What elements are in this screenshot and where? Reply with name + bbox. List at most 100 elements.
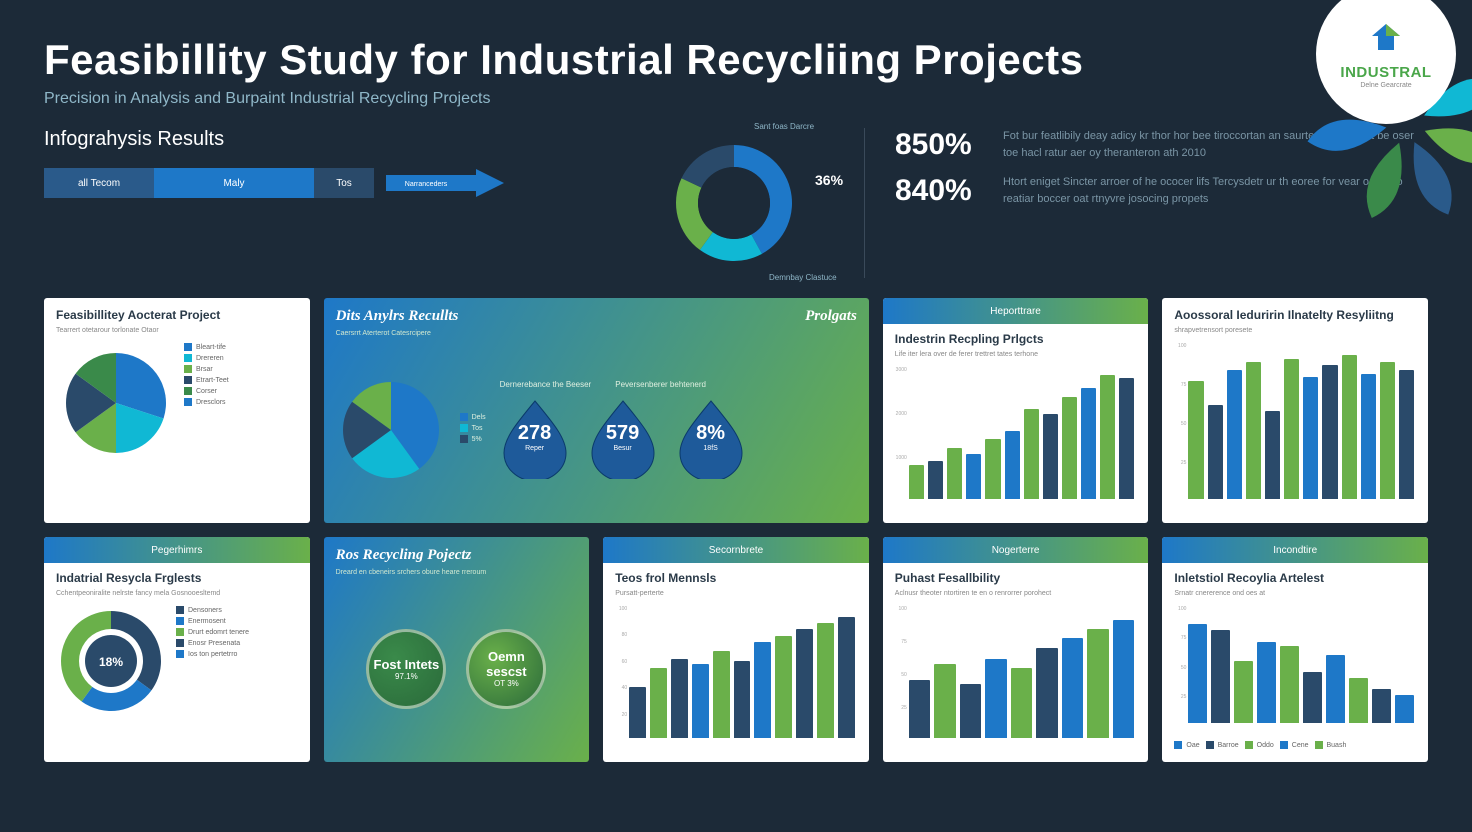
arrow-right-icon: Narranceders bbox=[386, 165, 506, 201]
bar bbox=[1036, 648, 1058, 738]
bar bbox=[1372, 689, 1391, 723]
bar bbox=[1208, 405, 1223, 499]
bar bbox=[1395, 695, 1414, 723]
bar bbox=[692, 664, 709, 738]
pie-chart bbox=[56, 343, 176, 463]
page-subtitle: Precision in Analysis and Burpaint Indus… bbox=[44, 90, 1428, 108]
bar bbox=[1349, 678, 1368, 723]
bar-chart: 300020001000 bbox=[895, 367, 1137, 513]
donut-top-label: Sant foas Darcre bbox=[754, 122, 824, 131]
bar bbox=[629, 687, 646, 738]
legend-segment: Tos bbox=[314, 168, 374, 198]
bar-chart: 100755025 bbox=[895, 606, 1137, 752]
card-subtitle: Aclnusr theoter ntortiren te en o renror… bbox=[895, 589, 1137, 598]
bar bbox=[928, 461, 943, 499]
bar bbox=[966, 454, 981, 499]
bar bbox=[1303, 672, 1322, 723]
y-axis: 100755025 bbox=[1174, 343, 1186, 499]
card-header-bar: Pegerhimrs bbox=[44, 537, 310, 563]
card-header-bar: Incondtire bbox=[1162, 537, 1428, 563]
card-right-title: Prolgats bbox=[805, 308, 857, 325]
card-title: Dits Anylrs Recullts bbox=[336, 308, 459, 325]
bar bbox=[1284, 359, 1299, 499]
bar bbox=[713, 651, 730, 738]
card-title: Inletstiol Recoylia Artelest bbox=[1174, 571, 1416, 585]
stat-row: 840% Htort eniget Sincter arroer of he oc… bbox=[895, 174, 1428, 208]
bar bbox=[985, 439, 1000, 499]
stat-value: 840% bbox=[895, 174, 985, 208]
legend-segment: Maly bbox=[154, 168, 314, 198]
donut-chart: 18% bbox=[56, 606, 166, 716]
bar bbox=[838, 617, 855, 739]
bar bbox=[1113, 620, 1135, 738]
bar bbox=[1265, 411, 1280, 499]
mini-legend: Bleart-tifeDrererenBrsarEtrart-TeetCorse… bbox=[184, 343, 229, 513]
bar bbox=[934, 664, 956, 738]
bar bbox=[734, 661, 751, 738]
card-subtitle: Dreard en cbeneirs srchers obure heare r… bbox=[336, 568, 578, 577]
card-title: Puhast Fesallbility bbox=[895, 571, 1137, 585]
bar bbox=[817, 623, 834, 738]
mini-legend: OaeBarroeOddoCeneBuash bbox=[1174, 741, 1416, 752]
card-c1: Feasibillitey Aocterat ProjectTearrert o… bbox=[44, 298, 310, 523]
card-header-bar: Secornbrete bbox=[603, 537, 869, 563]
card-subtitle: Cchentpeoniralite nelrste fancy mela Gos… bbox=[56, 589, 298, 598]
y-axis: 100755025 bbox=[895, 606, 907, 738]
donut-bottom-label: Demnbay Clastuce bbox=[769, 273, 839, 282]
bar bbox=[1062, 397, 1077, 499]
circle-stat: Fost Intets97.1% bbox=[366, 629, 446, 709]
bar bbox=[1119, 378, 1134, 500]
y-axis: 10080604020 bbox=[615, 606, 627, 738]
svg-text:Narranceders: Narranceders bbox=[405, 181, 448, 188]
card-header-bar: Heporttrare bbox=[883, 298, 1149, 324]
bar bbox=[960, 684, 982, 738]
bar bbox=[1399, 370, 1414, 499]
card-subtitle: shrapvetrensort poresete bbox=[1174, 326, 1416, 335]
card-header-bar: Nogerterre bbox=[883, 537, 1149, 563]
card-subtitle: Caersrrt Aterterot Catesrcipere bbox=[336, 329, 857, 338]
card-subtitle: Life iter lera over de ferer trettret ta… bbox=[895, 350, 1137, 359]
drop-stat: 278Reper bbox=[500, 395, 570, 479]
donut-chart bbox=[659, 128, 809, 278]
card-c4: Aoossoral Ieduririn Ilnatelty Resyliitng… bbox=[1162, 298, 1428, 523]
label: Peversenberer behtenerd bbox=[615, 380, 706, 389]
card-c5: Pegerhimrs Indatrial Resycla Frglests Cche… bbox=[44, 537, 310, 762]
bar-chart: 100755025 bbox=[1174, 343, 1416, 513]
hero-stats: 850%Fot bur featlibily deay adicy kr tho… bbox=[864, 128, 1428, 278]
y-axis: 300020001000 bbox=[895, 367, 907, 499]
bar bbox=[1342, 355, 1357, 499]
card-title: Feasibillitey Aocterat Project bbox=[56, 308, 298, 322]
bar bbox=[985, 659, 1007, 738]
card-title: Ros Recycling Pojectz bbox=[336, 547, 578, 564]
bar bbox=[1188, 624, 1207, 723]
card-c6: Ros Recycling Pojectz Dreard en cbeneirs … bbox=[324, 537, 590, 762]
mini-legend: DensonersEnermosentDrurt edomrt tenereEn… bbox=[176, 606, 249, 752]
card-subtitle: Pursatt-perterte bbox=[615, 589, 857, 598]
bar bbox=[947, 448, 962, 499]
circle-stat: Oemn sescstOT 3% bbox=[466, 629, 546, 709]
mini-legend: Dels Tos 5% bbox=[460, 413, 486, 446]
bar bbox=[1361, 374, 1376, 499]
legend-bar: all TecomMalyTos bbox=[44, 168, 374, 198]
bar bbox=[754, 642, 771, 738]
hero-section: Infograhysis Results all TecomMalyTos Na… bbox=[44, 128, 1428, 278]
drop-stat: 8%18fS bbox=[676, 395, 746, 479]
pie-chart bbox=[336, 375, 446, 485]
card-c2: Dits Anylrs Recullts Prolgats Caersrrt Ate… bbox=[324, 298, 869, 523]
bar bbox=[1087, 629, 1109, 738]
hero-left: Infograhysis Results all TecomMalyTos Na… bbox=[44, 128, 604, 278]
bar bbox=[1011, 668, 1033, 738]
bar bbox=[909, 465, 924, 499]
bar bbox=[796, 629, 813, 738]
bar bbox=[775, 636, 792, 738]
bar bbox=[650, 668, 667, 738]
svg-text:18%: 18% bbox=[99, 655, 123, 669]
stat-text: Htort eniget Sincter arroer of he ococer… bbox=[1003, 174, 1428, 207]
bar bbox=[671, 659, 688, 738]
card-title: Indatrial Resycla Frglests bbox=[56, 571, 298, 585]
bar bbox=[1326, 655, 1345, 723]
dashboard-page: INDUSTRAL Delne Gearcrate Feasibillity S… bbox=[0, 0, 1472, 832]
bar bbox=[1081, 388, 1096, 499]
bar bbox=[1062, 638, 1084, 738]
bar-chart: 10080604020 bbox=[615, 606, 857, 752]
